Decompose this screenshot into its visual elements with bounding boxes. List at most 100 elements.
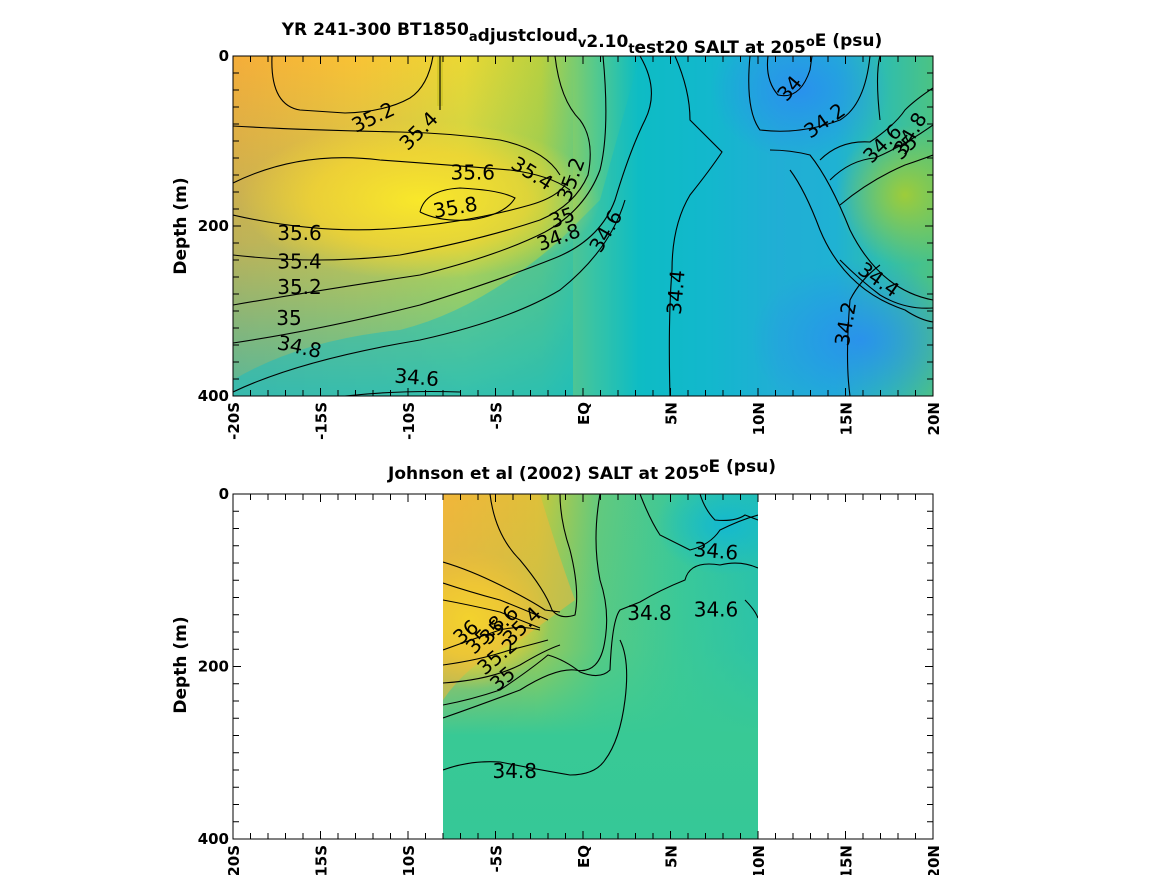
bottom-field — [443, 494, 758, 839]
top-ticks — [232, 55, 934, 397]
x-tick-label: 20N — [925, 845, 943, 875]
contour-line — [829, 124, 933, 181]
top-contour-lines — [233, 56, 933, 396]
title-part: E (psu) — [709, 457, 776, 477]
contour-line — [233, 199, 626, 393]
contour-line — [443, 562, 758, 706]
contour-label: 35.4 — [277, 250, 322, 274]
top-field-blue-pool-deep — [750, 260, 933, 396]
contour-line — [419, 187, 516, 221]
top-title: YR 241-300 BT1850adjustcloudv2.10test20 … — [281, 20, 882, 58]
contour-line — [233, 157, 571, 191]
title-part: 2.10 — [586, 32, 628, 52]
title-part: djustcloud — [478, 26, 578, 46]
top-field-green-east — [835, 125, 933, 265]
contour-line — [443, 561, 561, 613]
x-tick-label: -20S — [225, 402, 243, 440]
x-tick-label: 15N — [838, 402, 856, 435]
top-panel: YR 241-300 BT1850adjustcloudv2.10test20 … — [171, 20, 943, 440]
title-part: YR 241-300 BT1850 — [281, 20, 469, 40]
contour-line — [443, 494, 608, 719]
y-tick-label: 200 — [198, 658, 229, 676]
x-tick-label: 20N — [925, 402, 943, 435]
contour-label: 34.4 — [662, 269, 690, 315]
x-tick-label: -10S — [400, 402, 418, 440]
title-part: o — [806, 35, 815, 50]
y-tick-label: 400 — [198, 387, 229, 405]
contour-label: 34.6 — [394, 363, 440, 391]
y-tick-label: 0 — [219, 47, 229, 65]
y-tick-label: 0 — [219, 485, 229, 503]
contour-line — [839, 259, 933, 309]
contour-line — [839, 154, 933, 206]
x-tick-label: 5N — [663, 845, 681, 868]
contour-line — [344, 390, 461, 396]
contour-line — [233, 56, 591, 261]
contour-line — [846, 264, 881, 396]
x-tick-label: 15N — [838, 845, 856, 875]
title-part: est20 SALT at 205 — [635, 38, 806, 58]
contour-line — [443, 639, 549, 666]
contour-line — [489, 494, 578, 618]
top-tick-labels: -20S -15S -10S -5S EQ 5N 10N 15N 20N 0 200 400 — [198, 47, 943, 440]
contour-line — [876, 56, 881, 121]
contour-line — [443, 639, 628, 776]
contour-line — [443, 582, 549, 621]
contour-line — [233, 125, 561, 176]
x-tick-label: 10N — [750, 402, 768, 435]
contour-line — [766, 56, 813, 97]
bottom-contour-lines — [443, 494, 758, 776]
contour-label: 35.6 — [277, 221, 322, 245]
contour-label: 35 — [276, 306, 301, 330]
bottom-ticks — [232, 493, 934, 840]
title-part: Johnson et al (2002) SALT at 205 — [387, 464, 700, 484]
x-tick-label: EQ — [575, 845, 593, 868]
contour-line — [769, 149, 933, 301]
contour-line — [744, 599, 758, 619]
title-part: a — [469, 30, 478, 45]
title-part: o — [700, 461, 709, 476]
bottom-tick-labels: -20S -15S -10S -5S EQ 5N 10N 15N 20N 0 200 400 — [198, 485, 943, 875]
contour-label: 34.6 — [693, 537, 739, 565]
x-tick-label: -15S — [313, 845, 331, 875]
title-part: E (psu) — [815, 31, 882, 51]
contour-label: 35.2 — [277, 275, 322, 299]
x-tick-label: -5S — [488, 845, 506, 872]
bottom-field-orange-cap — [443, 494, 575, 700]
bottom-field-teal-pool — [655, 494, 758, 575]
top-y-axis-label: Depth (m) — [171, 177, 191, 274]
contour-line — [443, 644, 561, 684]
y-tick-label: 400 — [198, 830, 229, 848]
top-field-warm-core — [240, 120, 600, 280]
contour-line — [443, 626, 541, 651]
x-tick-label: -20S — [225, 845, 243, 875]
contour-line — [639, 494, 758, 551]
bottom-panel: Johnson et al (2002) SALT at 205oE (psu)… — [171, 457, 943, 875]
contour-line — [819, 87, 933, 161]
x-tick-label: -5S — [488, 402, 506, 429]
contour-line — [233, 174, 571, 231]
contour-label: 35.6 — [450, 160, 495, 184]
contour-label: 34.6 — [694, 598, 739, 622]
contour-line — [748, 56, 871, 132]
contour-line — [699, 494, 758, 521]
contour-line — [668, 56, 723, 396]
bottom-y-axis-label: Depth (m) — [171, 616, 191, 713]
contour-line — [789, 169, 933, 323]
title-part: v — [578, 36, 587, 51]
y-tick-label: 200 — [198, 217, 229, 235]
contour-line — [443, 599, 541, 629]
x-tick-label: 5N — [663, 402, 681, 425]
title-part: t — [628, 42, 634, 57]
x-tick-label: 10N — [750, 845, 768, 875]
contour-line — [271, 56, 434, 114]
x-tick-label: -15S — [313, 402, 331, 440]
contour-line — [233, 56, 652, 344]
contour-label: 34.8 — [492, 759, 537, 783]
top-field-blue-pool-north — [710, 56, 890, 160]
x-tick-label: EQ — [575, 402, 593, 425]
bottom-title: Johnson et al (2002) SALT at 205oE (psu) — [387, 457, 776, 484]
top-field — [233, 56, 933, 396]
x-tick-label: -10S — [400, 845, 418, 875]
